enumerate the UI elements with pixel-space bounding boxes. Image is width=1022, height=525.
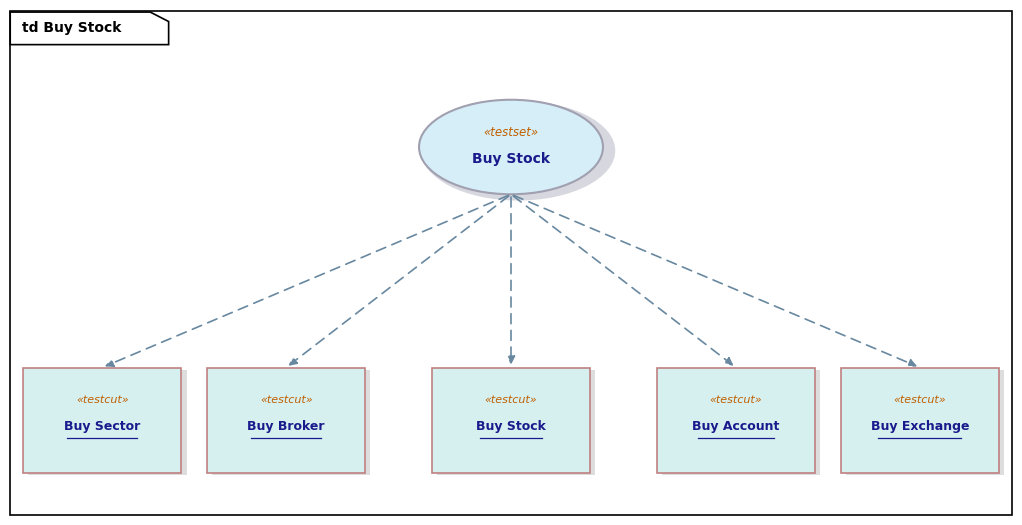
FancyBboxPatch shape bbox=[29, 370, 186, 475]
Text: «testcut»: «testcut» bbox=[260, 395, 313, 405]
Text: Buy Account: Buy Account bbox=[692, 420, 780, 433]
FancyBboxPatch shape bbox=[846, 370, 1004, 475]
Text: «testcut»: «testcut» bbox=[76, 395, 129, 405]
FancyBboxPatch shape bbox=[24, 368, 182, 472]
FancyBboxPatch shape bbox=[10, 10, 1012, 514]
Text: Buy Stock: Buy Stock bbox=[472, 152, 550, 165]
FancyBboxPatch shape bbox=[841, 368, 1000, 472]
Text: Buy Exchange: Buy Exchange bbox=[871, 420, 969, 433]
FancyBboxPatch shape bbox=[662, 370, 820, 475]
FancyBboxPatch shape bbox=[207, 368, 366, 472]
FancyBboxPatch shape bbox=[656, 368, 816, 472]
Polygon shape bbox=[10, 12, 169, 45]
Text: «testcut»: «testcut» bbox=[893, 395, 946, 405]
Ellipse shape bbox=[421, 101, 615, 201]
Text: «testset»: «testset» bbox=[483, 126, 539, 139]
Text: Buy Stock: Buy Stock bbox=[476, 420, 546, 433]
FancyBboxPatch shape bbox=[437, 370, 595, 475]
Text: «testcut»: «testcut» bbox=[484, 395, 538, 405]
Ellipse shape bbox=[419, 100, 603, 194]
FancyBboxPatch shape bbox=[213, 370, 371, 475]
Text: «testcut»: «testcut» bbox=[709, 395, 762, 405]
Text: Buy Sector: Buy Sector bbox=[64, 420, 140, 433]
Text: td Buy Stock: td Buy Stock bbox=[22, 22, 122, 35]
FancyBboxPatch shape bbox=[431, 368, 591, 472]
Text: Buy Broker: Buy Broker bbox=[247, 420, 325, 433]
